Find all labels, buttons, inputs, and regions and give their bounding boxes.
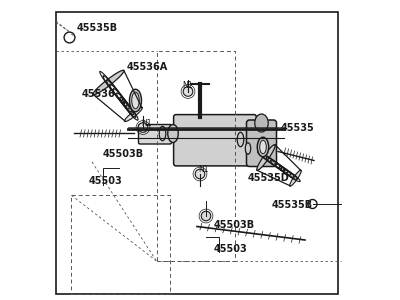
Text: 45536A: 45536A — [126, 62, 168, 72]
Ellipse shape — [168, 124, 178, 142]
Text: 45536: 45536 — [82, 89, 115, 99]
Ellipse shape — [260, 140, 266, 154]
Circle shape — [195, 169, 205, 179]
Text: N1: N1 — [198, 165, 209, 174]
Text: 45503: 45503 — [89, 176, 123, 186]
Ellipse shape — [245, 143, 251, 154]
Text: 45535B: 45535B — [272, 200, 313, 210]
Text: 45503B: 45503B — [214, 220, 255, 230]
Text: 45503: 45503 — [214, 244, 247, 254]
Text: N1: N1 — [182, 81, 192, 90]
Text: 45535: 45535 — [281, 124, 315, 134]
Ellipse shape — [159, 126, 166, 141]
FancyBboxPatch shape — [246, 120, 276, 166]
Ellipse shape — [255, 114, 268, 132]
Ellipse shape — [93, 70, 124, 95]
Text: 45535B: 45535B — [77, 23, 118, 33]
Circle shape — [138, 123, 148, 132]
Text: N1: N1 — [142, 118, 152, 127]
Ellipse shape — [130, 89, 142, 112]
Ellipse shape — [124, 107, 142, 122]
Text: 45503B: 45503B — [102, 149, 144, 159]
Ellipse shape — [257, 137, 269, 157]
Ellipse shape — [290, 170, 301, 186]
FancyBboxPatch shape — [138, 124, 172, 144]
Ellipse shape — [132, 92, 139, 109]
FancyBboxPatch shape — [174, 115, 256, 166]
Text: 45535D: 45535D — [248, 173, 290, 183]
Circle shape — [201, 211, 211, 221]
Ellipse shape — [257, 145, 275, 170]
Ellipse shape — [237, 132, 244, 147]
Circle shape — [183, 87, 193, 96]
